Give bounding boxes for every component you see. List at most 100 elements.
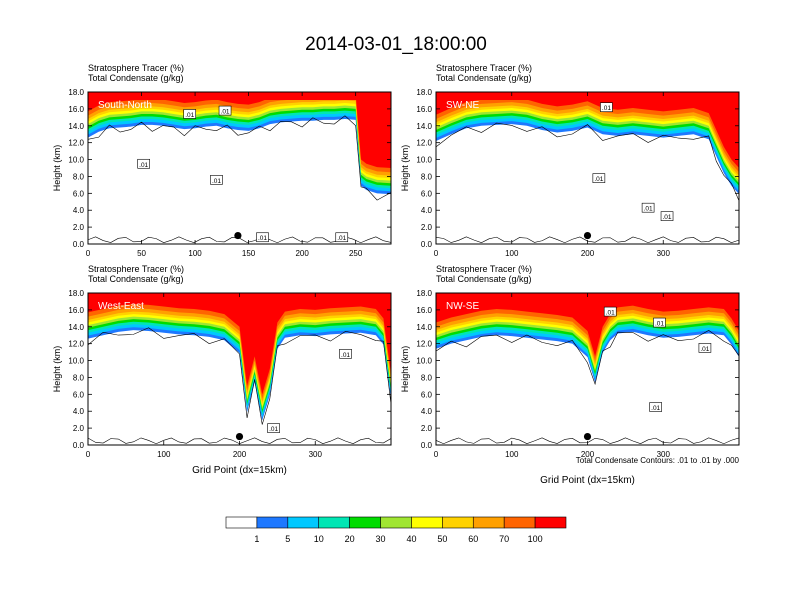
panel-header-condensate: Total Condensate (g/kg): [436, 274, 532, 284]
contour-label-box: [600, 102, 613, 112]
contour-label-box: [653, 317, 666, 328]
contour-note: Total Condensate Contours: .01 to .01 by…: [576, 456, 740, 465]
colorbar-swatch: [503, 516, 536, 529]
y-tick-label: 10.0: [68, 156, 84, 165]
condensate-contour: [88, 327, 391, 425]
y-tick-label: 8.0: [421, 172, 433, 181]
x-tick-label: 200: [581, 450, 595, 459]
contour-label: .01: [337, 235, 346, 242]
contour-label-box: [267, 423, 280, 433]
contour-label: .01: [663, 214, 672, 221]
contour-label-box: [641, 202, 655, 213]
panel-header-condensate: Total Condensate (g/kg): [88, 73, 184, 83]
panel-header-condensate: Total Condensate (g/kg): [88, 274, 184, 284]
y-tick-label: 10.0: [416, 156, 432, 165]
y-tick-label: 12.0: [416, 340, 432, 349]
tracer-band-1: [88, 293, 391, 395]
colorbar-label: 100: [528, 534, 543, 544]
contour-label-box: [339, 348, 352, 359]
y-tick-label: 14.0: [416, 122, 432, 131]
panel-label: West-East: [98, 301, 144, 312]
colorbar-label: 70: [499, 534, 509, 544]
colorbar-swatch: [472, 516, 505, 529]
y-tick-label: 4.0: [421, 206, 433, 215]
plot-layers: .01 .01 .01 .01: [436, 293, 739, 445]
contour-label: .01: [185, 112, 194, 119]
contour-label-box: [183, 109, 197, 119]
y-tick-label: 4.0: [73, 407, 85, 416]
x-tick-label: 0: [86, 249, 91, 258]
contour-label-box: [256, 232, 269, 243]
colorbar-swatch: [534, 516, 567, 529]
plot-layers: .01 .01: [88, 293, 391, 445]
panel-label: South-North: [98, 100, 152, 111]
y-tick-label: 0.0: [421, 441, 433, 450]
x-tick-label: 100: [505, 249, 519, 258]
y-tick-label: 6.0: [73, 390, 85, 399]
y-tick-label: 2.0: [73, 223, 85, 232]
colorbar-label: 10: [314, 534, 324, 544]
y-tick-label: 8.0: [73, 373, 85, 382]
colorbar-label: 40: [406, 534, 416, 544]
y-tick-label: 18.0: [68, 88, 84, 97]
panel-label: SW-NE: [446, 100, 479, 111]
contour-label-box: [218, 105, 232, 116]
contour-label-box: [603, 306, 617, 317]
condensate-contour: [88, 437, 391, 445]
colorbar-label: 50: [437, 534, 447, 544]
contour-label-box: [137, 158, 150, 169]
x-tick-label: 100: [188, 249, 202, 258]
y-tick-label: 14.0: [68, 323, 84, 332]
panel-nw-se: .01 .01 .01 .01 NW-SE Stratosphere Tracer (%)…: [400, 264, 740, 486]
contour-label: .01: [139, 162, 148, 169]
y-tick-label: 16.0: [416, 105, 432, 114]
contour-label-box: [698, 343, 712, 353]
contour-label-box: [210, 175, 223, 185]
y-tick-label: 16.0: [416, 306, 432, 315]
y-tick-label: 10.0: [416, 357, 432, 366]
y-tick-label: 16.0: [68, 105, 84, 114]
condensate-contour: [436, 330, 739, 386]
x-axis-label: Grid Point (dx=15km): [540, 475, 635, 486]
y-tick-label: 18.0: [416, 289, 432, 298]
tracer-band-5: [88, 293, 391, 407]
y-tick-label: 0.0: [73, 240, 85, 249]
condensate-contour: [88, 115, 391, 201]
tracer-band-7: [88, 92, 391, 186]
contour-label: .01: [651, 405, 660, 412]
y-axis-label: Height (km): [400, 346, 410, 393]
contour-label-box: [592, 173, 606, 183]
y-axis-label: Height (km): [52, 346, 62, 393]
figure-title: 2014-03-01_18:00:00: [305, 34, 487, 55]
y-axis-label: Height (km): [400, 145, 410, 192]
plot-layers: .01 .01 .01 .01 .01 .01: [88, 92, 391, 244]
panel-label: NW-SE: [446, 301, 479, 312]
y-tick-label: 12.0: [68, 139, 84, 148]
y-tick-label: 0.0: [73, 441, 85, 450]
colorbar-label: 60: [468, 534, 478, 544]
colorbar-swatch: [256, 516, 289, 529]
contour-label: .01: [700, 346, 709, 353]
contour-label: .01: [644, 206, 653, 213]
x-tick-label: 300: [657, 450, 671, 459]
y-tick-label: 16.0: [68, 306, 84, 315]
condensate-contour: [436, 236, 739, 244]
y-tick-label: 10.0: [68, 357, 84, 366]
x-tick-label: 200: [581, 249, 595, 258]
contour-label: .01: [655, 321, 664, 328]
colorbar-label: 20: [345, 534, 355, 544]
x-tick-label: 250: [349, 249, 363, 258]
panel-header-tracer: Stratosphere Tracer (%): [88, 63, 184, 73]
contour-label-box: [649, 402, 662, 412]
contour-label: .01: [221, 109, 230, 116]
x-tick-label: 0: [434, 450, 439, 459]
contour-label: .01: [341, 352, 350, 359]
colorbar-swatch: [411, 516, 443, 529]
x-axis-label: Grid Point (dx=15km): [192, 465, 287, 476]
panel-south-north: .01 .01 .01 .01 .01 .01 South-North Stratospher…: [52, 63, 392, 258]
x-tick-label: 0: [86, 450, 91, 459]
colorbar-swatch: [225, 516, 258, 529]
colorbar-label: 5: [285, 534, 290, 544]
panel-header-tracer: Stratosphere Tracer (%): [436, 63, 532, 73]
panel-header-tracer: Stratosphere Tracer (%): [88, 264, 184, 274]
